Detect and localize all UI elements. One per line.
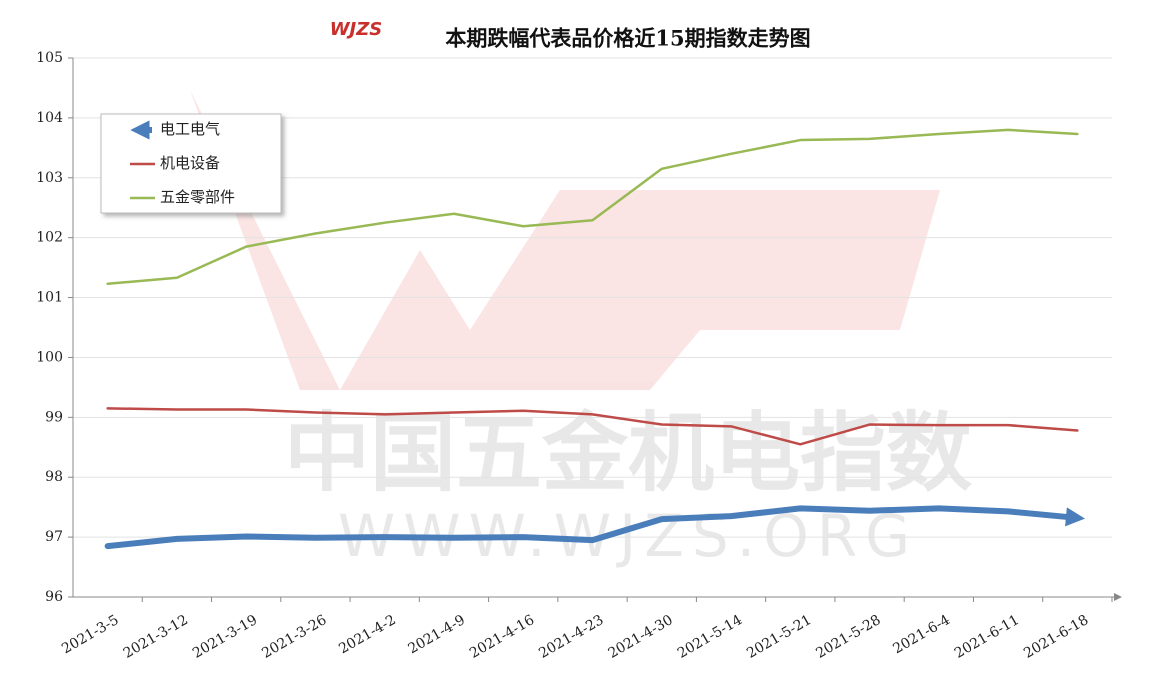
x-tick-label: 2021-3-12 [121, 612, 191, 662]
watermark: 中国五金机电指数 WWW.WJZS.ORG [190, 90, 972, 570]
x-tick-label: 2021-4-9 [405, 612, 467, 657]
x-tick-label: 2021-5-28 [813, 612, 883, 662]
watermark-logo [190, 90, 940, 390]
y-tick-label: 105 [36, 50, 63, 66]
x-tick-label: 2021-4-2 [336, 612, 398, 657]
x-tick-label: 2021-4-23 [536, 612, 606, 662]
x-tick-label: 2021-5-14 [675, 612, 745, 662]
y-tick-label: 100 [36, 349, 63, 365]
x-axis-arrow [1114, 593, 1122, 601]
x-tick-label: 2021-4-16 [467, 612, 537, 662]
y-tick-label: 99 [45, 409, 63, 425]
series-line [104, 505, 1086, 550]
legend-label: 五金零部件 [160, 188, 235, 206]
logo: WJZS [330, 19, 383, 40]
chart-title: 本期跌幅代表品价格近15期指数走势图 [445, 26, 810, 51]
x-tick-label: 2021-5-21 [744, 612, 814, 662]
x-tick-label: 2021-3-19 [190, 612, 260, 662]
x-tick-label: 2021-4-30 [606, 612, 676, 662]
series-line [106, 407, 1079, 446]
x-tick-label: 2021-6-4 [890, 612, 953, 657]
y-tick-label: 98 [45, 469, 63, 485]
legend-label: 机电设备 [160, 154, 220, 172]
y-tick-label: 103 [36, 170, 63, 186]
y-tick-label: 104 [36, 110, 63, 126]
y-tick-label: 102 [36, 230, 63, 246]
x-tick-label: 2021-6-18 [1021, 612, 1091, 662]
x-tick-label: 2021-3-26 [259, 612, 329, 662]
legend-label: 电工电气 [160, 120, 220, 138]
x-tick-label: 2021-6-11 [952, 612, 1022, 662]
y-tick-label: 96 [45, 589, 63, 605]
series-line [106, 128, 1079, 286]
x-tick-label: 2021-3-5 [59, 612, 121, 657]
y-tick-label: 97 [45, 529, 63, 545]
y-tick-label: 101 [36, 290, 63, 306]
